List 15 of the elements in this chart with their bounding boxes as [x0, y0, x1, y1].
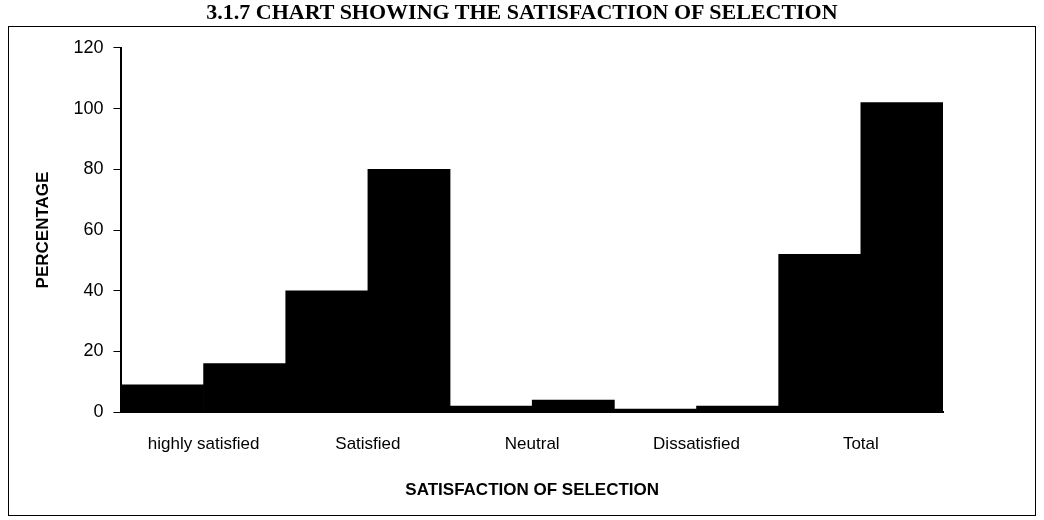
- y-tick-label: 20: [83, 340, 104, 361]
- chart-title: 3.1.7 CHART SHOWING THE SATISFACTION OF SELECTION: [205, 0, 839, 24]
- x-tick-label: Satisfied: [335, 434, 401, 454]
- y-axis-title: PERCENTAGE: [32, 171, 52, 289]
- y-tick-label: 60: [83, 218, 104, 239]
- y-tick-label: 0: [93, 401, 104, 422]
- y-tick-label: 80: [83, 158, 104, 179]
- y-tick-label: 100: [73, 97, 104, 118]
- x-tick-label: Total: [842, 434, 879, 454]
- x-tick-label: Dissatisfied: [653, 434, 740, 454]
- y-tick-label: 120: [73, 36, 104, 57]
- x-tick-label: highly satisfied: [147, 434, 260, 454]
- y-tick-label: 40: [83, 279, 104, 300]
- x-tick-label: Neutral: [504, 434, 560, 454]
- x-axis-title: SATISFACTION OF SELECTION: [405, 480, 660, 500]
